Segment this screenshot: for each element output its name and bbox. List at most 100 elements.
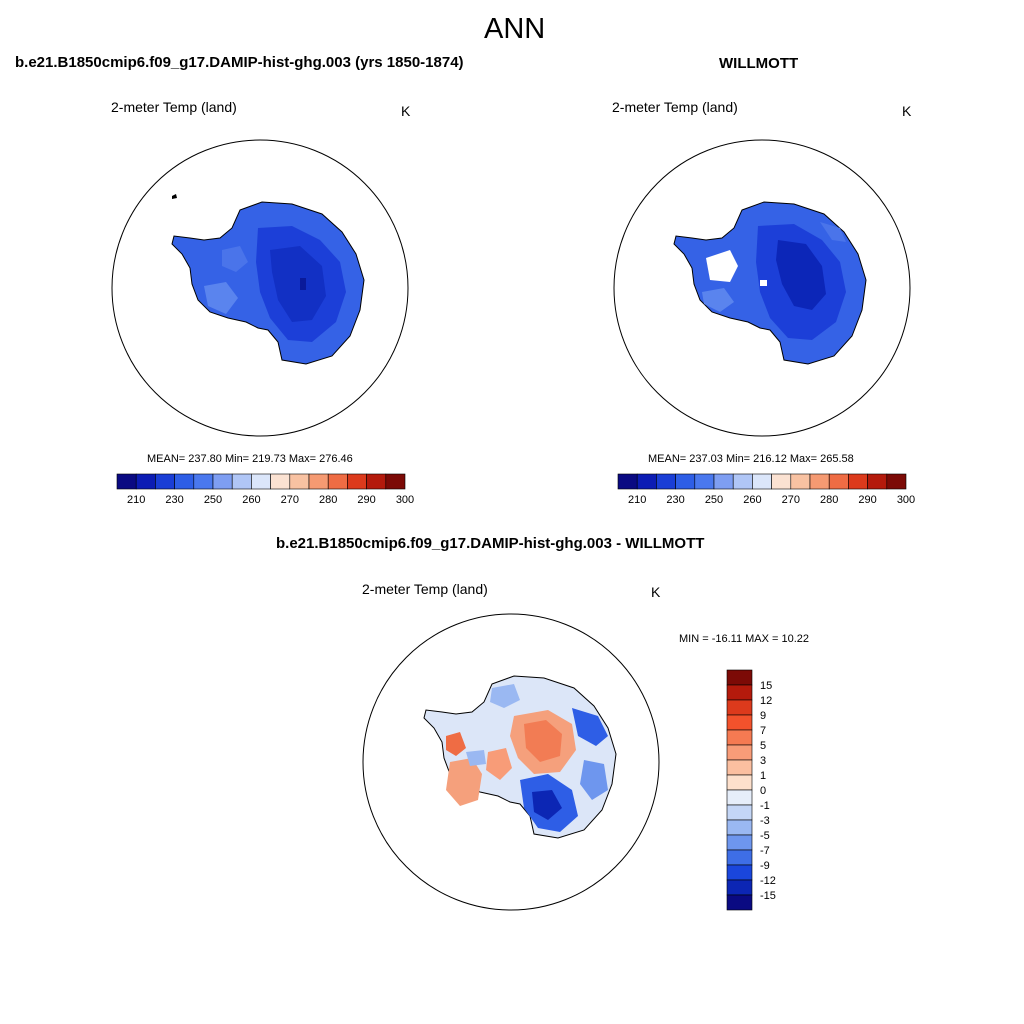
panel1-colorbar-swatch: [289, 473, 310, 490]
panel1-colorbar-tick-label: 250: [204, 494, 222, 506]
panel3-colorbar-swatch: [726, 714, 753, 731]
panel2-colorbar-swatch: [771, 473, 792, 490]
panel3-title: b.e21.B1850cmip6.f09_g17.DAMIP-hist-ghg.…: [276, 535, 705, 552]
panel3-colorbar-swatch: [726, 834, 753, 851]
panel2-colorbar-tick-label: 280: [820, 494, 838, 506]
panel1-colorbar-swatch: [308, 473, 329, 490]
panel1-colorbar-swatch: [347, 473, 367, 490]
panel3-colorbar: 15 12 9 7 5 3 1 0 -1 -3 -5 -7 -9 -12 -15: [726, 669, 776, 911]
panel3-colorbar-swatch: [726, 804, 753, 821]
panel1-stats: MEAN= 237.80 Min= 219.73 Max= 276.46: [147, 453, 353, 465]
panel3-colorbar-tick-label: 7: [760, 725, 766, 737]
panel3-colorbar-swatch: [726, 894, 753, 911]
panel1-colorbar-swatch: [231, 473, 252, 490]
panel2-colorbar-swatch: [867, 473, 888, 490]
panel1-colorbar-tick-label: 230: [165, 494, 183, 506]
panel3-colorbar-tick-label: 0: [760, 785, 766, 797]
panel2-colorbar-swatch: [694, 473, 715, 490]
panel1-units: K: [401, 103, 411, 119]
panel1-colorbar-swatch: [251, 473, 271, 490]
panel1-colorbar-swatch: [135, 473, 156, 490]
panel3-colorbar-tick-label: -1: [760, 800, 770, 812]
panel1-colorbar-tick-label: 260: [242, 494, 260, 506]
panel3-colorbar-swatch: [726, 744, 753, 761]
panel2-colorbar-tick-label: 230: [666, 494, 684, 506]
panel2-colorbar-tick-label: 260: [743, 494, 761, 506]
panel2-title: WILLMOTT: [719, 55, 799, 72]
panel3-colorbar-tick-label: 9: [760, 710, 766, 722]
panel1-polar-boundary: [111, 139, 409, 437]
panel3-colorbar-tick-label: -9: [760, 860, 770, 872]
panel3-colorbar-tick-label: -5: [760, 830, 770, 842]
panel2-polar-boundary: [613, 139, 911, 437]
panel2-colorbar-swatch: [752, 473, 772, 490]
panel3-colorbar-swatch: [726, 879, 753, 896]
panel3-colorbar-swatch: [726, 774, 753, 791]
panel1-colorbar-swatch: [270, 473, 291, 490]
panel2-colorbar-swatch: [790, 473, 811, 490]
panel3-colorbar-swatch: [726, 669, 753, 686]
panel3-colorbar-swatch: [726, 684, 753, 701]
panel3-units: K: [651, 584, 661, 600]
panel3-colorbar-tick-label: 12: [760, 695, 772, 707]
panel1-colorbar: 210 230 250 260 270 280 290 300: [116, 473, 414, 506]
panel1-colorbar-tick-label: 270: [281, 494, 299, 506]
panel1-colorbar-swatch: [327, 473, 348, 490]
panel2-colorbar-tick-label: 290: [858, 494, 876, 506]
panel1-colorbar-tick-label: 300: [396, 494, 414, 506]
panel2-colorbar-swatch: [636, 473, 657, 490]
panel3-variable: 2-meter Temp (land): [362, 581, 488, 597]
panel3-polar-boundary: [362, 613, 660, 911]
panel2-colorbar-swatch: [656, 473, 676, 490]
panel1-colorbar-swatch: [366, 473, 387, 490]
panel3-colorbar-swatch: [726, 849, 753, 866]
panel2-colorbar: 210 230 250 260 270 280 290 300: [617, 473, 915, 506]
panel3-colorbar-tick-label: -15: [760, 890, 776, 902]
panel3-colorbar-tick-label: -7: [760, 845, 770, 857]
panel3-colorbar-tick-label: 1: [760, 770, 766, 782]
panel3-colorbar-tick-label: 15: [760, 680, 772, 692]
panel1-antarctica: [171, 194, 365, 365]
panel1-variable: 2-meter Temp (land): [111, 99, 237, 115]
panel1-colorbar-tick-label: 210: [127, 494, 145, 506]
panel2-colorbar-tick-label: 250: [705, 494, 723, 506]
panel3-colorbar-swatch: [726, 864, 753, 881]
panel2-colorbar-swatch: [828, 473, 849, 490]
panel2-antarctica: [673, 201, 867, 365]
panel1-title: b.e21.B1850cmip6.f09_g17.DAMIP-hist-ghg.…: [15, 54, 464, 71]
panel3-colorbar-swatch: [726, 729, 753, 746]
panel3-colorbar-tick-label: -12: [760, 875, 776, 887]
panel1-colorbar-swatch: [212, 473, 233, 490]
panel2-colorbar-swatch: [675, 473, 696, 490]
panel3-colorbar-tick-label: 3: [760, 755, 766, 767]
panel3-colorbar-tick-label: 5: [760, 740, 766, 752]
panel2-colorbar-swatch: [848, 473, 868, 490]
panel2-colorbar-swatch: [809, 473, 830, 490]
panel2-variable: 2-meter Temp (land): [612, 99, 738, 115]
panel1-colorbar-swatch: [174, 473, 195, 490]
panel3-colorbar-swatch: [726, 759, 753, 776]
panel2-colorbar-swatch: [886, 473, 907, 490]
panel1-colorbar-tick-label: 280: [319, 494, 337, 506]
panel3-colorbar-swatch: [726, 699, 753, 716]
panel3-stats: MIN = -16.11 MAX = 10.22: [679, 633, 810, 645]
panel2-units: K: [902, 103, 912, 119]
panel2-colorbar-tick-label: 270: [782, 494, 800, 506]
panel1-colorbar-swatch: [116, 473, 137, 490]
panel2-colorbar-swatch: [713, 473, 734, 490]
panel1-colorbar-swatch: [193, 473, 214, 490]
panel1-colorbar-swatch: [385, 473, 406, 490]
panel3-colorbar-swatch: [726, 819, 753, 836]
panel2-colorbar-tick-label: 210: [628, 494, 646, 506]
panel3-colorbar-tick-label: -3: [760, 815, 770, 827]
panel3-colorbar-swatch: [726, 789, 753, 806]
panel2-stats: MEAN= 237.03 Min= 216.12 Max= 265.58: [648, 453, 854, 465]
panel2-colorbar-swatch: [732, 473, 753, 490]
panel2-colorbar-swatch: [617, 473, 638, 490]
figure-title: ANN: [484, 13, 546, 45]
panel2-colorbar-tick-label: 300: [897, 494, 915, 506]
